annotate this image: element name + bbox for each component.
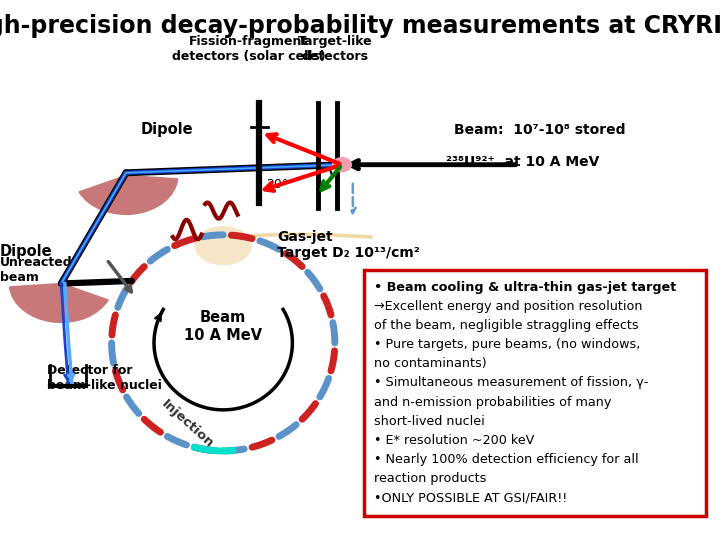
- Text: Gas-jet
Target D₂ 10¹³/cm²: Gas-jet Target D₂ 10¹³/cm²: [277, 230, 420, 260]
- Text: Target-like
detectors: Target-like detectors: [297, 35, 372, 63]
- Text: Dipole: Dipole: [0, 244, 53, 259]
- Text: Dipole: Dipole: [140, 122, 193, 137]
- Text: Beam:  10⁷-10⁸ stored: Beam: 10⁷-10⁸ stored: [454, 123, 625, 137]
- Text: Detector for
beam-like nuclei: Detector for beam-like nuclei: [47, 364, 162, 392]
- Text: and n-emission probabilities of many: and n-emission probabilities of many: [374, 395, 612, 409]
- Ellipse shape: [195, 227, 251, 265]
- Text: Unreacted
beam: Unreacted beam: [0, 256, 73, 284]
- Text: •ONLY POSSIBLE AT GSI/FAIR!!: •ONLY POSSIBLE AT GSI/FAIR!!: [374, 491, 567, 504]
- Text: • Beam cooling & ultra-thin gas-jet target: • Beam cooling & ultra-thin gas-jet targ…: [374, 281, 677, 294]
- Text: Beam
10 A MeV: Beam 10 A MeV: [184, 310, 262, 343]
- Text: 20°: 20°: [266, 178, 289, 191]
- Text: • Pure targets, pure beams, (no windows,: • Pure targets, pure beams, (no windows,: [374, 338, 641, 351]
- Text: of the beam, negligible straggling effects: of the beam, negligible straggling effec…: [374, 319, 639, 332]
- Wedge shape: [9, 284, 108, 322]
- Text: reaction products: reaction products: [374, 472, 487, 485]
- Text: • E* resolution ~200 keV: • E* resolution ~200 keV: [374, 434, 535, 447]
- Text: High-precision decay-probability measurements at CRYRING: High-precision decay-probability measure…: [0, 14, 720, 37]
- Text: →Excellent energy and position resolution: →Excellent energy and position resolutio…: [374, 300, 643, 313]
- Text: short-lived nuclei: short-lived nuclei: [374, 415, 485, 428]
- Text: no contaminants): no contaminants): [374, 357, 487, 370]
- Text: ²³⁸U⁹²⁺  at 10 A MeV: ²³⁸U⁹²⁺ at 10 A MeV: [446, 155, 600, 169]
- Wedge shape: [79, 176, 178, 214]
- Text: Fission-fragment
detectors (solar cells): Fission-fragment detectors (solar cells): [171, 35, 325, 63]
- Text: Injection: Injection: [158, 397, 215, 450]
- Text: • Simultaneous measurement of fission, γ-: • Simultaneous measurement of fission, γ…: [374, 376, 649, 389]
- FancyBboxPatch shape: [364, 270, 706, 516]
- Circle shape: [333, 158, 351, 172]
- Text: • Nearly 100% detection efficiency for all: • Nearly 100% detection efficiency for a…: [374, 453, 639, 466]
